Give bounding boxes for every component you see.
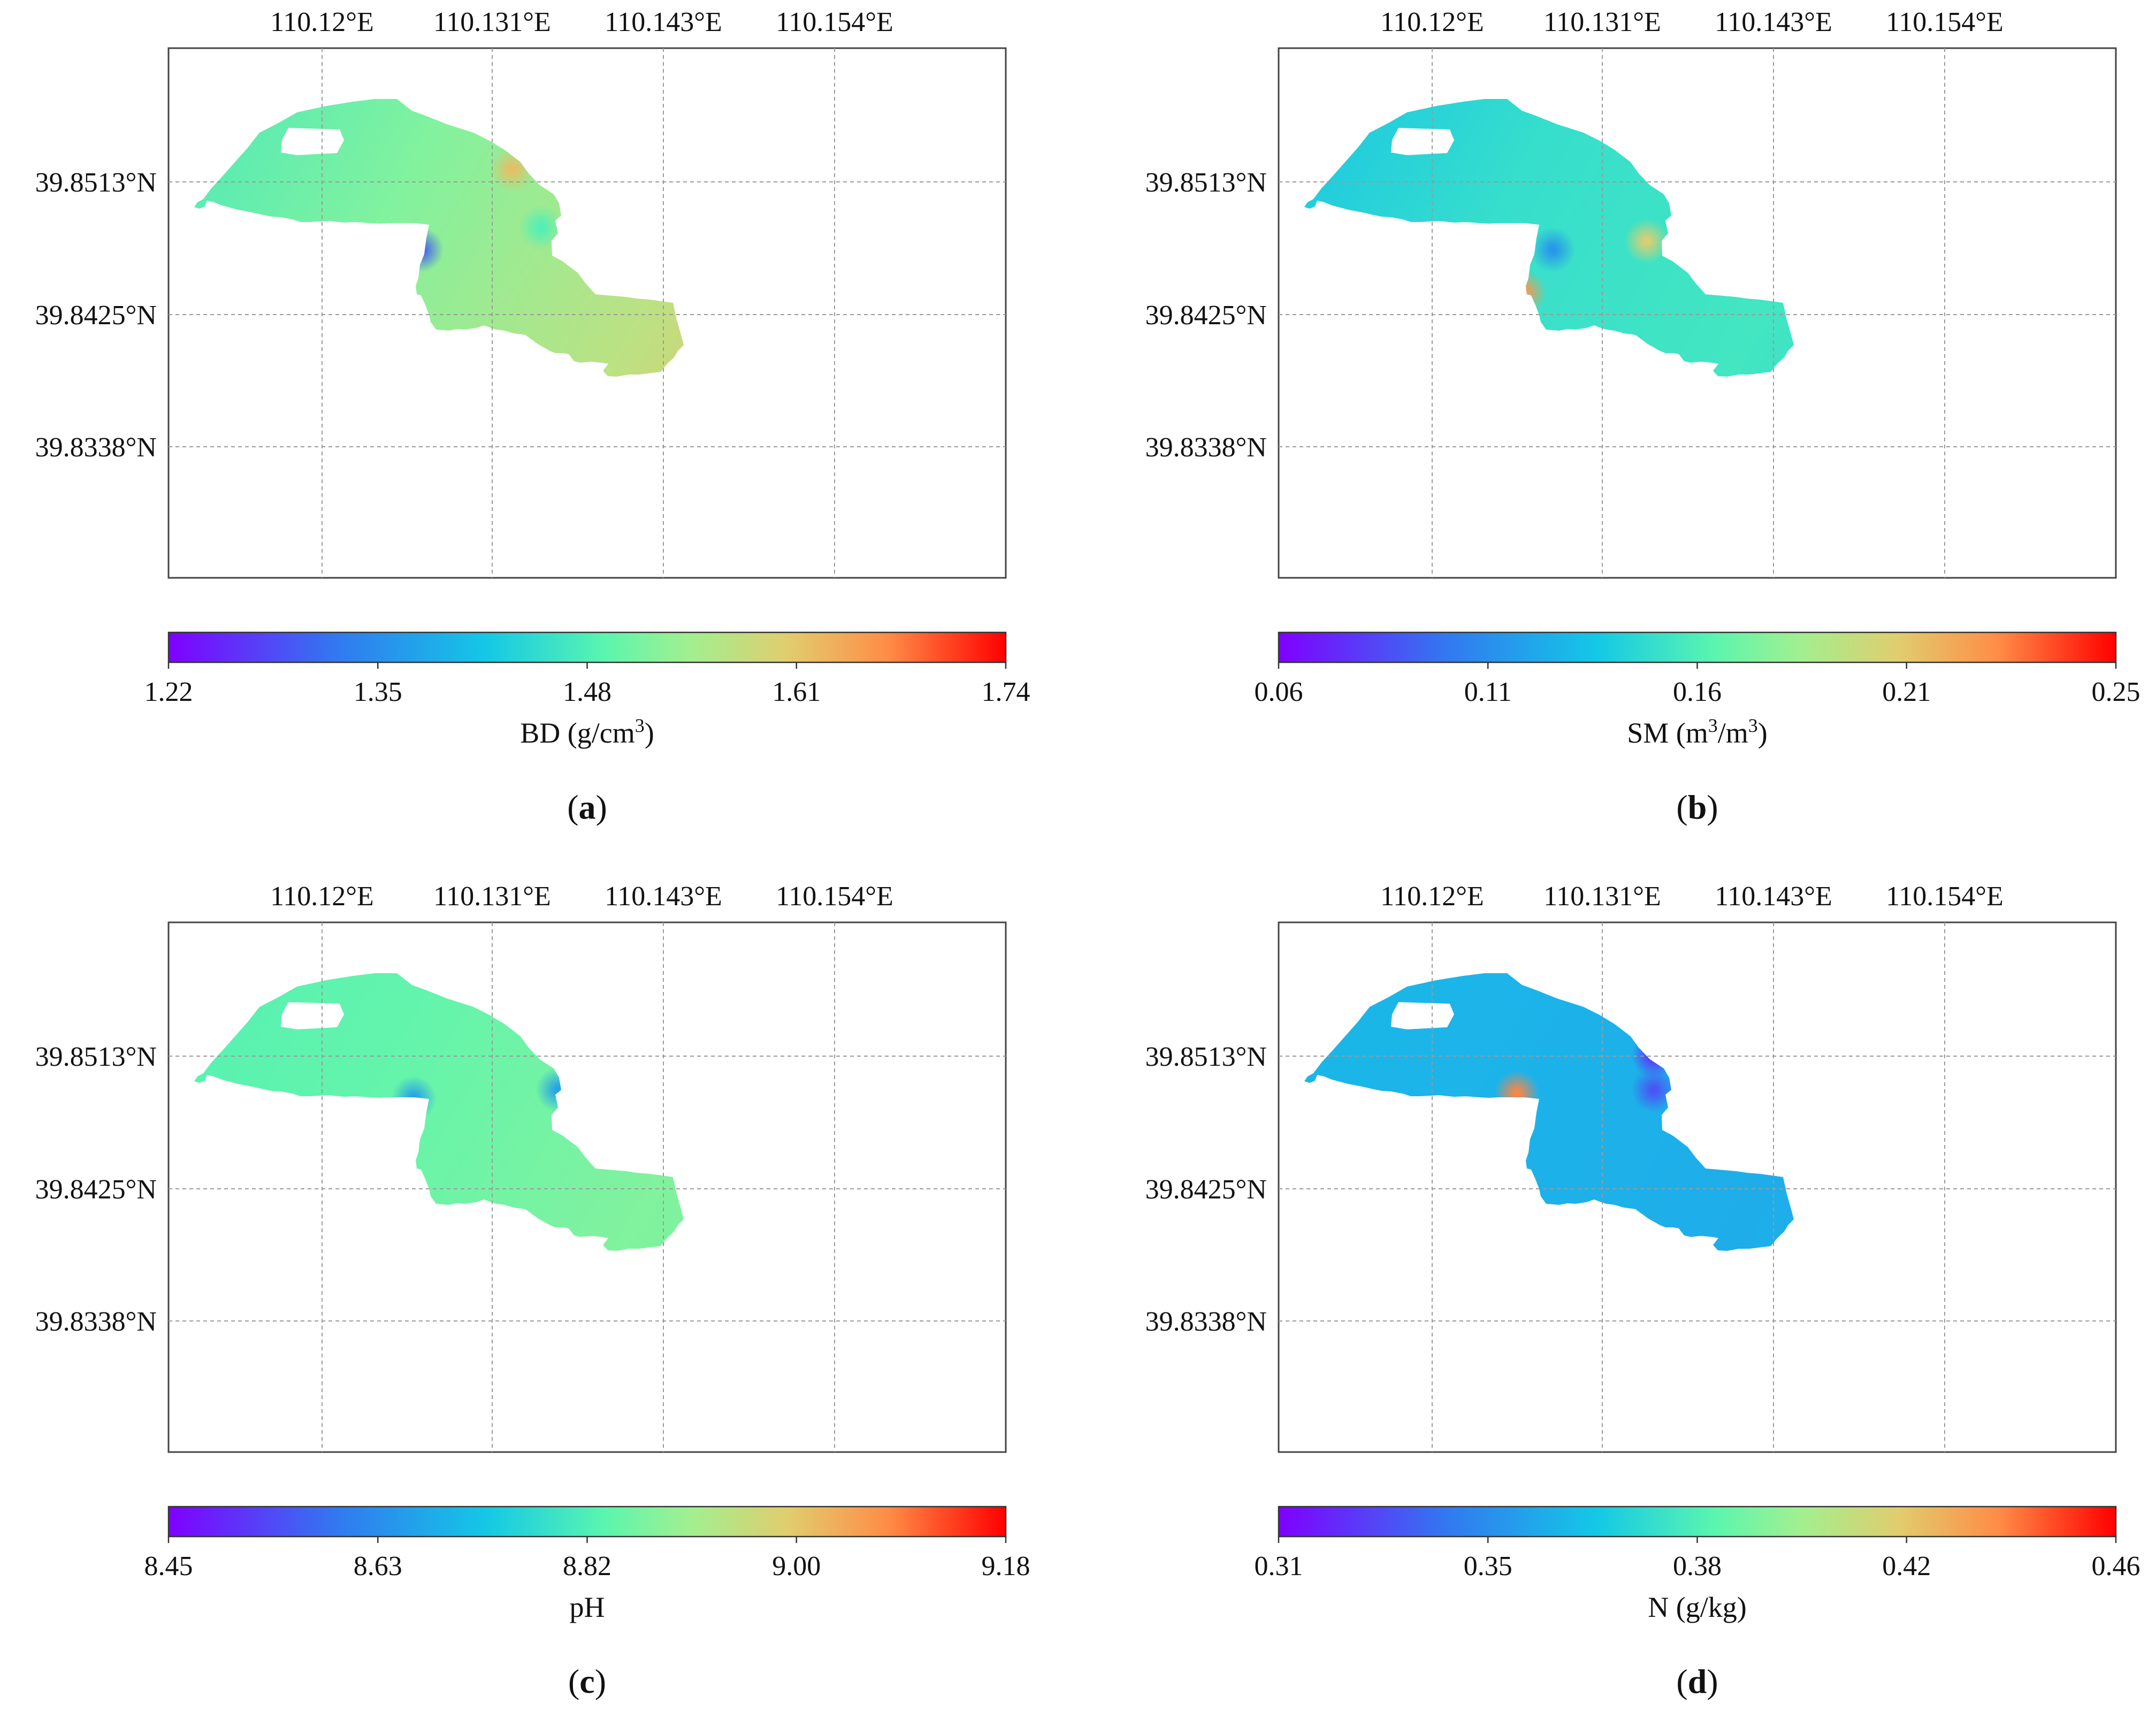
top-tick-label: 110.154°E bbox=[776, 881, 893, 912]
panel-c: 110.12°E 110.131°E 110.143°E 110.154°E 39.85… bbox=[0, 874, 1046, 1709]
top-tick-label: 110.131°E bbox=[1543, 881, 1661, 912]
top-tick-label: 110.12°E bbox=[1380, 7, 1484, 37]
colorbar bbox=[167, 631, 1007, 663]
colorbar-tick-label: 1.22 bbox=[144, 677, 193, 707]
colorbar-tick-label: 1.35 bbox=[354, 677, 402, 707]
top-tick-label: 110.131°E bbox=[1543, 7, 1661, 37]
left-tick-label: 39.8338°N bbox=[1145, 432, 1267, 463]
left-tick-label: 39.8338°N bbox=[1145, 1307, 1267, 1337]
panel-label: (b) bbox=[1676, 788, 1718, 826]
sample-point bbox=[1530, 227, 1576, 272]
colorbar-tick-label: 0.16 bbox=[1673, 677, 1722, 707]
top-tick-label: 110.154°E bbox=[1886, 881, 2004, 912]
left-tick-label: 39.8513°N bbox=[35, 167, 157, 198]
top-tick-label: 110.154°E bbox=[776, 7, 893, 37]
colorbar-tick-label: 0.31 bbox=[1255, 1551, 1303, 1582]
colorbar-label: N (g/kg) bbox=[1648, 1591, 1746, 1623]
colorbar-label: BD (g/cm3) bbox=[520, 715, 654, 749]
chart-svg-d: 110.12°E 110.131°E 110.143°E 110.154°E 39.85… bbox=[1145, 881, 2140, 1700]
left-tick-label: 39.8425°N bbox=[35, 1174, 157, 1205]
colorbar-tick-label: 8.82 bbox=[563, 1551, 611, 1582]
panel-label: (d) bbox=[1676, 1662, 1718, 1700]
colorbar-tick-label: 0.25 bbox=[2092, 677, 2140, 707]
colorbar-tick-label: 9.00 bbox=[772, 1551, 821, 1582]
colorbar-label: pH bbox=[570, 1591, 605, 1623]
chart-svg-b: 110.12°E 110.131°E 110.143°E 110.154°E 39.85… bbox=[1145, 7, 2140, 826]
panel-label: (c) bbox=[568, 1662, 606, 1700]
colorbar-tick-label: 8.45 bbox=[144, 1551, 193, 1582]
colorbar bbox=[1278, 631, 2117, 663]
top-tick-label: 110.143°E bbox=[605, 7, 722, 37]
colorbar-tick-label: 0.35 bbox=[1464, 1551, 1512, 1582]
panel-a: 110.12°E 110.131°E 110.143°E 110.154°E 39.85… bbox=[0, 0, 1046, 835]
top-tick-label: 110.143°E bbox=[605, 881, 722, 912]
colorbar-tick-label: 1.61 bbox=[772, 677, 821, 707]
top-tick-label: 110.12°E bbox=[270, 7, 374, 37]
panel-d: 110.12°E 110.131°E 110.143°E 110.154°E 39.85… bbox=[1110, 874, 2156, 1709]
left-tick-label: 39.8425°N bbox=[35, 300, 157, 331]
colorbar bbox=[1278, 1506, 2117, 1538]
top-tick-label: 110.131°E bbox=[433, 881, 551, 912]
colorbar-tick-label: 0.11 bbox=[1464, 677, 1512, 707]
colorbar-label: SM (m3/m3) bbox=[1627, 715, 1768, 749]
top-tick-label: 110.154°E bbox=[1886, 7, 2004, 37]
left-tick-label: 39.8338°N bbox=[35, 432, 157, 463]
sample-point bbox=[518, 205, 564, 250]
colorbar-tick-label: 0.38 bbox=[1673, 1551, 1722, 1582]
left-tick-label: 39.8513°N bbox=[1145, 167, 1267, 198]
colorbar-tick-label: 0.46 bbox=[2092, 1551, 2140, 1582]
top-tick-label: 110.143°E bbox=[1715, 7, 1832, 37]
colorbar-tick-label: 8.63 bbox=[354, 1551, 402, 1582]
colorbar bbox=[167, 1506, 1007, 1538]
sample-point bbox=[1631, 1067, 1677, 1112]
colorbar-tick-label: 0.21 bbox=[1882, 677, 1931, 707]
sample-point bbox=[1624, 218, 1670, 264]
panel-label: (a) bbox=[567, 788, 607, 826]
colorbar-tick-label: 0.06 bbox=[1255, 677, 1303, 707]
colorbar-tick-label: 1.74 bbox=[982, 677, 1030, 707]
colorbar-tick-label: 0.42 bbox=[1882, 1551, 1931, 1582]
left-tick-label: 39.8513°N bbox=[1145, 1042, 1267, 1072]
colorbar-tick-label: 9.18 bbox=[982, 1551, 1030, 1582]
chart-svg-c: 110.12°E 110.131°E 110.143°E 110.154°E 39.85… bbox=[35, 881, 1030, 1700]
top-tick-label: 110.12°E bbox=[1380, 881, 1484, 912]
left-tick-label: 39.8513°N bbox=[35, 1042, 157, 1072]
chart-svg-a: 110.12°E 110.131°E 110.143°E 110.154°E 39.85… bbox=[35, 7, 1030, 826]
top-tick-label: 110.12°E bbox=[270, 881, 374, 912]
top-tick-label: 110.131°E bbox=[433, 7, 551, 37]
colorbar-tick-label: 1.48 bbox=[563, 677, 611, 707]
top-tick-label: 110.143°E bbox=[1715, 881, 1832, 912]
panel-b: 110.12°E 110.131°E 110.143°E 110.154°E 39.85… bbox=[1110, 0, 2156, 835]
left-tick-label: 39.8425°N bbox=[1145, 1174, 1267, 1205]
left-tick-label: 39.8425°N bbox=[1145, 300, 1267, 331]
left-tick-label: 39.8338°N bbox=[35, 1307, 157, 1337]
